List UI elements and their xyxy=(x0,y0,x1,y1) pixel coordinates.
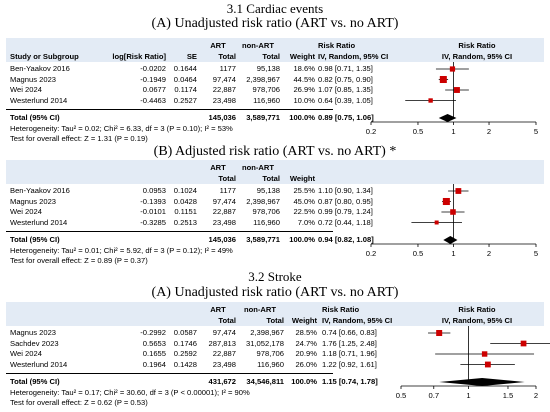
x-tick-label: 1 xyxy=(451,249,455,258)
study-marker xyxy=(454,87,460,93)
pooled-diamond xyxy=(439,378,524,386)
x-tick-label: 0.5 xyxy=(396,391,407,400)
study-marker xyxy=(521,341,527,347)
forest-plot: 0.2 0.5 1 2 5 xyxy=(0,160,550,262)
forest-plot: 0.5 0.7 1 1.5 2 xyxy=(0,302,550,404)
study-marker xyxy=(450,209,456,215)
forest-plot: 0.2 0.5 1 2 5 xyxy=(0,38,550,140)
study-marker xyxy=(440,76,447,83)
x-tick-label: 1 xyxy=(466,391,470,400)
study-marker xyxy=(455,188,461,194)
study-marker xyxy=(435,221,439,225)
forest-panel-cardiac-unadjusted: Study or Subgroup log[Risk Ratio] SE ART… xyxy=(0,38,550,138)
forest-panel-cardiac-adjusted: ART Total non-ART Total Weight Ben-Yaako… xyxy=(0,160,550,260)
study-marker xyxy=(450,66,455,71)
panel-title: (A) Unadjusted risk ratio (ART vs. no AR… xyxy=(0,16,550,32)
x-tick-label: 5 xyxy=(534,127,538,136)
panel-title: (A) Unadjusted risk ratio (ART vs. no AR… xyxy=(0,285,550,301)
x-tick-label: 1 xyxy=(451,127,455,136)
x-tick-label: 2 xyxy=(487,249,491,258)
study-marker xyxy=(482,351,487,356)
study-marker xyxy=(436,330,442,336)
panel-title: (B) Adjusted risk ratio (ART vs. no ART)… xyxy=(0,144,550,160)
study-marker xyxy=(428,98,432,102)
study-marker xyxy=(443,198,450,205)
x-tick-label: 2 xyxy=(534,391,538,400)
x-tick-label: 0.5 xyxy=(413,127,424,136)
x-tick-label: 2 xyxy=(487,127,491,136)
x-tick-label: 0.5 xyxy=(413,249,424,258)
x-tick-label: 5 xyxy=(534,249,538,258)
x-tick-label: 0.2 xyxy=(366,249,377,258)
x-tick-label: 1.5 xyxy=(503,391,514,400)
x-tick-label: 0.7 xyxy=(428,391,439,400)
forest-panel-stroke-unadjusted: ART Total non-ART Total Weight Risk Rati… xyxy=(0,302,550,410)
pooled-diamond xyxy=(443,236,457,244)
study-marker xyxy=(485,362,491,368)
section-title-stroke: 3.2 Stroke xyxy=(0,269,550,285)
x-tick-label: 0.2 xyxy=(366,127,377,136)
section-title-cardiac: 3.1 Cardiac events xyxy=(0,1,550,17)
